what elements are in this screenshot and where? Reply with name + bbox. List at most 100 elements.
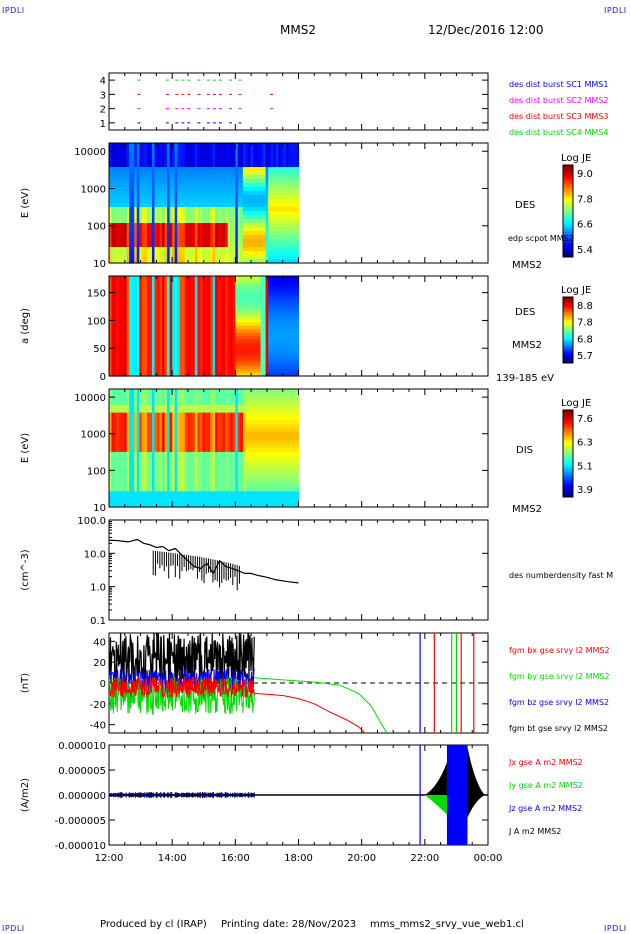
heatmap-cell bbox=[124, 155, 128, 160]
heatmap-cell bbox=[192, 306, 196, 310]
heatmap-cell bbox=[222, 191, 226, 196]
heatmap-cell bbox=[136, 195, 140, 200]
heatmap-cell bbox=[265, 309, 269, 314]
heatmap-cell bbox=[141, 203, 145, 208]
heatmap-cell bbox=[237, 159, 241, 164]
heatmap-cell bbox=[121, 147, 125, 152]
heatmap-cell bbox=[164, 159, 168, 164]
heatmap-cell bbox=[177, 199, 181, 204]
heatmap-cell bbox=[215, 316, 219, 320]
heatmap-cell bbox=[116, 151, 120, 156]
heatmap-cell bbox=[179, 356, 183, 360]
heatmap-cell bbox=[215, 352, 219, 357]
heatmap-cell bbox=[194, 187, 199, 192]
heatmap-cell bbox=[177, 366, 181, 370]
heatmap-cell bbox=[159, 207, 163, 212]
heatmap-cell bbox=[146, 175, 151, 180]
heatmap-cell bbox=[212, 312, 216, 317]
colorbar-segment bbox=[563, 323, 573, 326]
heatmap-cell bbox=[169, 211, 173, 216]
heatmap-cell bbox=[283, 296, 287, 300]
heatmap-cell bbox=[235, 316, 239, 320]
heatmap-cell bbox=[109, 326, 113, 330]
heatmap-cell bbox=[258, 147, 262, 152]
heatmap-cell bbox=[268, 302, 272, 307]
heatmap-cell bbox=[240, 302, 244, 307]
heatmap-cell bbox=[202, 356, 206, 360]
heatmap-cell bbox=[134, 163, 138, 168]
heatmap-cell bbox=[114, 339, 118, 344]
heatmap-cell bbox=[177, 159, 181, 164]
heatmap-cell bbox=[270, 167, 274, 172]
heatmap-cell bbox=[197, 155, 201, 160]
heatmap-cell bbox=[116, 211, 120, 216]
heatmap-cell bbox=[111, 289, 115, 294]
heatmap-cell bbox=[162, 227, 166, 232]
heatmap-cell bbox=[177, 207, 181, 212]
heatmap-cell bbox=[114, 487, 118, 492]
heatmap-cell bbox=[273, 163, 277, 168]
heatmap-cell bbox=[225, 352, 229, 357]
heatmap-cell bbox=[126, 231, 130, 236]
heatmap-cell bbox=[151, 319, 156, 324]
heatmap-cell bbox=[119, 227, 123, 232]
heatmap-cell bbox=[245, 336, 249, 340]
heatmap-cell bbox=[265, 359, 269, 364]
heatmap-cell bbox=[159, 289, 163, 294]
heatmap-cell bbox=[189, 151, 193, 156]
heatmap-cell bbox=[260, 286, 264, 290]
heatmap-cell bbox=[197, 309, 201, 314]
heatmap-cell bbox=[293, 179, 297, 184]
heatmap-cell bbox=[222, 352, 226, 357]
heatmap-cell bbox=[124, 247, 128, 252]
heatmap-cell bbox=[263, 179, 267, 184]
heatmap-cell bbox=[184, 207, 188, 212]
heatmap-cell bbox=[237, 235, 241, 240]
heatmap-cell bbox=[207, 183, 211, 188]
heatmap-cell bbox=[129, 179, 133, 184]
heatmap-cell bbox=[255, 356, 259, 360]
heatmap-cell bbox=[197, 359, 201, 364]
heatmap-cell bbox=[116, 319, 120, 324]
heatmap-cell bbox=[187, 191, 191, 196]
heatmap-cell bbox=[288, 362, 292, 367]
heatmap-cell bbox=[157, 349, 161, 354]
heatmap-cell bbox=[205, 235, 209, 240]
heatmap-cell bbox=[159, 302, 163, 307]
heatmap-cell bbox=[149, 346, 153, 350]
heatmap-cell bbox=[270, 312, 274, 317]
heatmap-cell bbox=[220, 251, 224, 256]
heatmap-cell bbox=[288, 179, 292, 184]
colorbar-segment bbox=[563, 165, 573, 168]
heatmap-cell bbox=[121, 292, 125, 297]
heatmap-cell bbox=[174, 366, 178, 370]
heatmap-cell bbox=[202, 286, 206, 290]
heatmap-cell bbox=[169, 366, 173, 370]
colorbar-segment bbox=[563, 190, 573, 194]
heatmap-cell bbox=[263, 336, 267, 340]
heatmap-cell bbox=[139, 282, 143, 287]
heatmap-cell bbox=[136, 191, 140, 196]
heatmap-cell bbox=[260, 203, 264, 208]
heatmap-cell bbox=[197, 247, 201, 252]
heatmap-cell bbox=[222, 329, 226, 334]
heatmap-cell bbox=[235, 342, 239, 347]
heatmap-cell bbox=[205, 251, 209, 256]
heatmap-cell bbox=[258, 312, 262, 317]
heatmap-cell bbox=[227, 171, 231, 176]
heatmap-cell bbox=[192, 155, 196, 160]
heatmap-cell bbox=[179, 306, 183, 310]
heatmap-cell bbox=[293, 302, 297, 307]
heatmap-cell bbox=[285, 359, 289, 364]
heatmap-cell bbox=[285, 175, 289, 180]
heatmap-cell bbox=[207, 362, 211, 367]
heatmap-cell bbox=[240, 255, 244, 260]
heatmap-cell bbox=[141, 243, 145, 248]
heatmap-cell bbox=[227, 352, 231, 357]
heatmap-cell bbox=[139, 302, 143, 307]
heatmap-cell bbox=[283, 219, 287, 224]
heatmap-cell bbox=[131, 167, 135, 172]
heatmap-cell bbox=[285, 276, 289, 280]
heatmap-cell bbox=[139, 215, 143, 220]
heatmap-cell bbox=[283, 195, 287, 200]
